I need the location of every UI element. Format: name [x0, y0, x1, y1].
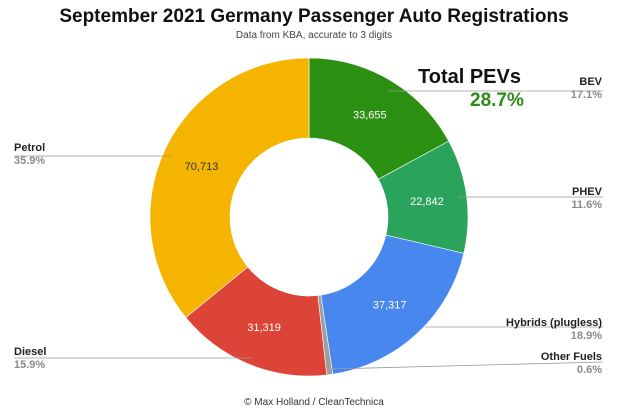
slice-percent-other-fuels: 0.6%	[576, 364, 602, 376]
slice-name-phev: PHEV	[572, 186, 602, 198]
slice-name-petrol: Petrol	[14, 142, 46, 154]
legend-label-hybrids: Hybrids (plugless) 18.9%	[506, 317, 602, 343]
value-label-bev: 33,655	[353, 110, 387, 122]
legend-label-diesel: Diesel 15.9%	[14, 346, 46, 372]
value-label-hybrids: 37,317	[373, 299, 407, 311]
chart-subtitle: Data from KBA, accurate to 3 digits	[235, 30, 393, 41]
total-pevs-label: Total PEVs	[418, 66, 521, 88]
total-pevs-value: 28.7%	[470, 90, 524, 111]
slice-petrol	[149, 57, 310, 318]
slice-name-diesel: Diesel	[14, 346, 47, 358]
slice-diesel	[185, 266, 328, 377]
slice-bev	[308, 57, 450, 180]
chart-title: September 2021 Germany Passenger Auto Re…	[59, 6, 569, 27]
legend-label-petrol: Petrol 35.9%	[14, 142, 45, 168]
slice-percent-diesel: 15.9%	[14, 359, 46, 371]
slice-name-bev: BEV	[579, 76, 602, 88]
legend-label-bev: BEV 17.1%	[571, 76, 602, 102]
slice-name-hybrids: Hybrids (plugless)	[506, 317, 602, 329]
legend-label-other-fuels: Other Fuels 0.6%	[541, 351, 602, 377]
slice-percent-bev: 17.1%	[570, 89, 602, 101]
legend-label-phev: PHEV 11.6%	[571, 186, 602, 212]
value-label-petrol: 70,713	[185, 161, 219, 173]
chart-credit: © Max Holland / CleanTechnica	[244, 397, 384, 408]
slice-percent-phev: 11.6%	[571, 199, 602, 211]
slice-percent-hybrids: 18.9%	[570, 330, 602, 342]
value-label-diesel: 31,319	[247, 322, 281, 334]
leader-line-other-fuels	[329, 361, 604, 370]
slice-hybrids	[320, 234, 465, 375]
slice-name-other-fuels: Other Fuels	[540, 351, 602, 363]
slice-percent-petrol: 35.9%	[14, 155, 46, 167]
value-label-phev: 22,842	[410, 196, 444, 208]
